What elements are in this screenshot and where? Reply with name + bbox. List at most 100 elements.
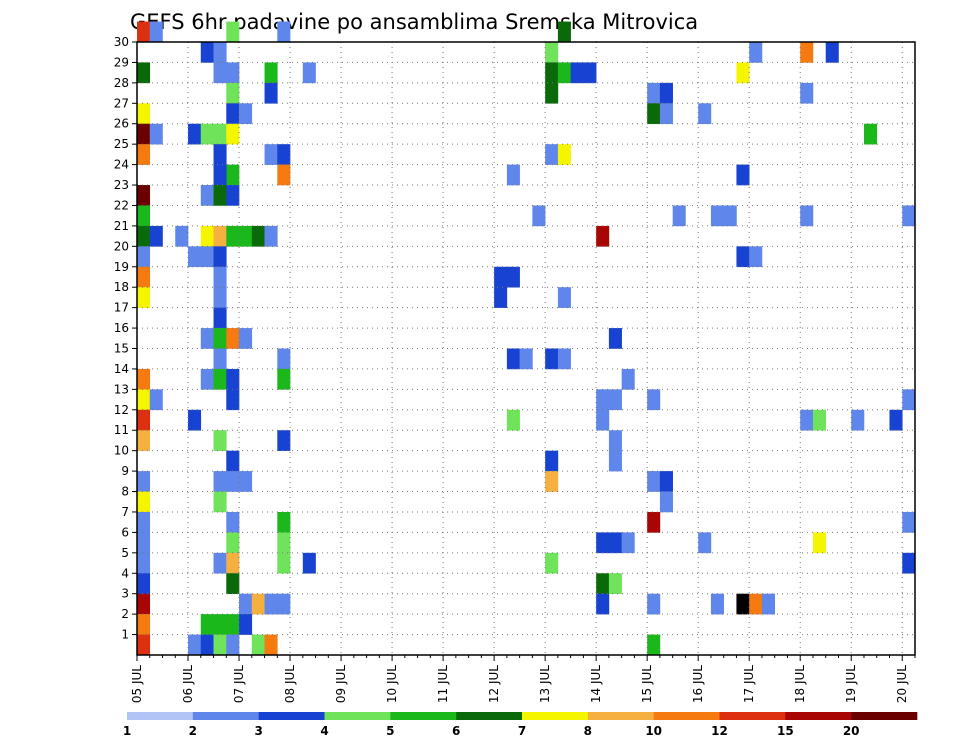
heatmap-cell xyxy=(226,573,240,594)
heatmap-cell xyxy=(825,42,839,63)
legend-swatch xyxy=(192,712,259,720)
x-tick-label: 13 JUL xyxy=(538,665,552,703)
heatmap-cell xyxy=(545,82,559,104)
y-tick-label: 15 xyxy=(114,342,129,356)
y-tick-label: 29 xyxy=(114,55,129,69)
heatmap-cell xyxy=(137,389,151,411)
heatmap-cell xyxy=(213,614,227,635)
heatmap-cell xyxy=(213,491,227,513)
y-tick-label: 2 xyxy=(121,607,129,621)
heatmap-cell xyxy=(506,164,520,186)
y-tick-label: 8 xyxy=(121,485,129,499)
heatmap-cell xyxy=(647,82,661,104)
heatmap-cell xyxy=(188,123,202,145)
heatmap-cell xyxy=(226,164,240,186)
heatmap-cell xyxy=(137,409,151,431)
heatmap-cell xyxy=(226,532,240,554)
x-tick-label: 12 JUL xyxy=(487,665,501,703)
heatmap-cell xyxy=(277,511,291,533)
heatmap-cell xyxy=(902,511,916,533)
heatmap-cell xyxy=(557,144,571,165)
heatmap-cell xyxy=(545,471,559,492)
heatmap-cell xyxy=(557,348,571,370)
legend-label: 10 xyxy=(645,724,662,738)
legend-swatch xyxy=(324,712,391,720)
cells-layer xyxy=(137,21,916,656)
heatmap-cell xyxy=(277,430,291,451)
heatmap-cell xyxy=(213,62,227,84)
heatmap-cell xyxy=(277,532,291,554)
legend-swatch xyxy=(851,712,918,720)
heatmap-cell xyxy=(889,409,903,431)
heatmap-cell xyxy=(647,634,661,656)
x-tick-label: 10 JUL xyxy=(385,665,399,703)
y-tick-label: 5 xyxy=(121,546,129,560)
x-axis: 05 JUL 06 JUL 07 JUL 08 JUL 09 JUL 10 JUL 11 J… xyxy=(130,655,916,703)
heatmap-cell xyxy=(710,205,724,227)
heatmap-cell xyxy=(213,164,227,186)
heatmap-cell xyxy=(213,123,227,145)
heatmap-cell xyxy=(137,634,151,656)
heatmap-cell xyxy=(506,266,520,288)
heatmap-cell xyxy=(608,532,622,554)
heatmap-cell xyxy=(226,328,240,349)
y-tick-label: 26 xyxy=(114,117,129,131)
heatmap-cell xyxy=(506,348,520,370)
heatmap-cell xyxy=(251,593,265,615)
heatmap-cell xyxy=(226,471,240,492)
heatmap-cell xyxy=(698,103,712,125)
legend-label: 4 xyxy=(320,724,328,738)
heatmap-cell xyxy=(137,266,151,288)
heatmap-cell xyxy=(226,123,240,145)
heatmap-cell xyxy=(494,287,508,308)
heatmap-cell xyxy=(596,532,610,554)
heatmap-cell xyxy=(863,123,878,145)
heatmap-cell xyxy=(621,368,635,390)
heatmap-cell xyxy=(902,552,916,574)
heatmap-cell xyxy=(251,225,265,247)
x-tick-label: 17 JUL xyxy=(742,665,756,703)
heatmap-cell xyxy=(213,185,227,206)
heatmap-cell xyxy=(710,593,724,615)
heatmap-cell xyxy=(557,62,571,84)
heatmap-cell xyxy=(137,123,151,145)
heatmap-cell xyxy=(800,409,814,431)
x-tick-label: 08 JUL xyxy=(283,665,297,703)
heatmap-cell xyxy=(213,225,227,247)
heatmap-cell xyxy=(200,368,214,390)
heatmap-cell xyxy=(200,42,214,63)
legend-label: 5 xyxy=(386,724,394,738)
heatmap-cell xyxy=(137,614,151,635)
heatmap-cell xyxy=(137,368,151,390)
heatmap-cell xyxy=(659,491,673,513)
heatmap-cell xyxy=(608,328,622,349)
heatmap-cell xyxy=(188,409,202,431)
heatmap-cell xyxy=(137,430,151,451)
heatmap-cell xyxy=(226,552,240,574)
heatmap-cell xyxy=(902,205,916,227)
heatmap-cell xyxy=(277,593,291,615)
heatmap-cell xyxy=(200,246,214,268)
heatmap-cell xyxy=(596,573,610,594)
legend: 1 2 3 4 5 6 7 8 10 12 15 20 xyxy=(123,712,918,738)
heatmap-cell xyxy=(213,634,227,656)
heatmap-cell xyxy=(800,205,814,227)
heatmap-cell xyxy=(137,491,151,513)
heatmap-cell xyxy=(264,62,278,84)
legend-label: 7 xyxy=(518,724,526,738)
heatmap-cell xyxy=(226,368,240,390)
legend-swatch xyxy=(456,712,523,720)
heatmap-cell xyxy=(736,593,750,615)
heatmap-cell xyxy=(647,471,661,492)
heatmap-cell xyxy=(137,185,151,206)
heatmap-cell xyxy=(226,225,240,247)
y-tick-label: 7 xyxy=(121,505,129,519)
heatmap-cell xyxy=(175,225,189,247)
heatmap-cell xyxy=(213,266,227,288)
legend-swatch xyxy=(390,712,457,720)
y-tick-label: 12 xyxy=(114,403,129,417)
heatmap-cell xyxy=(851,409,865,431)
heatmap-cell xyxy=(583,62,597,84)
heatmap-cell xyxy=(213,42,227,63)
heatmap-cell xyxy=(800,82,814,104)
